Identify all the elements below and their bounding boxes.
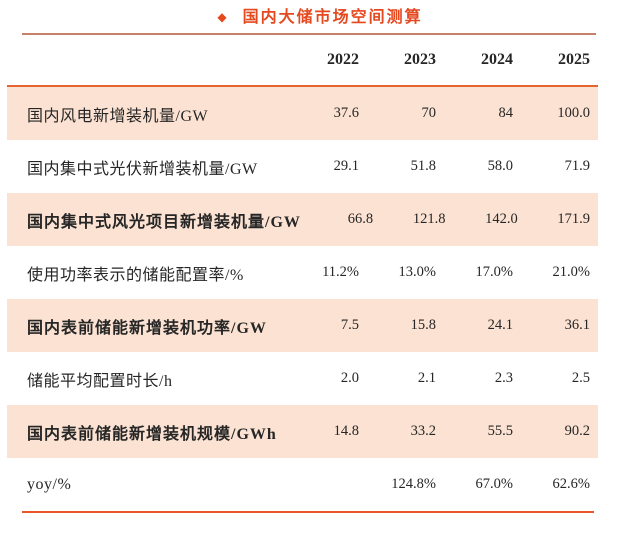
value-cell: 37.6 bbox=[333, 105, 359, 121]
value-cell: 11.2% bbox=[322, 264, 359, 280]
title-underline bbox=[22, 33, 596, 35]
value-cell: 2.0 bbox=[340, 370, 359, 386]
table-body: 国内风电新增装机量/GW 37.6 70 84 100.0 国内集中式光伏新增装机量/GW… bbox=[7, 87, 598, 511]
value-cell: 142.0 bbox=[485, 211, 518, 227]
year-column-header: 2024 bbox=[481, 51, 513, 68]
value-cell: 100.0 bbox=[557, 105, 590, 121]
value-cell: 2.5 bbox=[571, 370, 590, 386]
value-cell: 70 bbox=[421, 105, 437, 121]
value-cell: 124.8% bbox=[391, 476, 436, 492]
value-cell: 121.8 bbox=[412, 211, 446, 227]
table-row: 国内集中式光伏新增装机量/GW 29.1 51.8 58.0 71.9 bbox=[7, 140, 598, 193]
data-table: 2022 2023 2024 2025 国内风电新增装机量/GW 37.6 70 84 100… bbox=[7, 35, 598, 513]
row-label: 国内风电新增装机量/GW bbox=[27, 107, 209, 125]
value-cell: 17.0% bbox=[475, 264, 513, 280]
value-cell: 2.3 bbox=[494, 370, 513, 386]
value-cell: 71.9 bbox=[564, 158, 590, 174]
year-column-header: 2025 bbox=[558, 51, 590, 68]
value-cell: 7.5 bbox=[340, 317, 359, 333]
table-top-rule bbox=[7, 85, 598, 87]
value-cell: 58.0 bbox=[487, 158, 513, 174]
value-cell: 13.0% bbox=[398, 264, 436, 280]
value-cell: 62.6% bbox=[552, 476, 590, 492]
table-row: yoy/% 124.8% 67.0% 62.6% bbox=[7, 458, 598, 511]
value-cell: 15.8 bbox=[410, 317, 436, 333]
value-cell: 21.0% bbox=[552, 264, 590, 280]
value-cell: 67.0% bbox=[475, 476, 513, 492]
value-cell: 84 bbox=[498, 105, 514, 121]
value-cell: 171.9 bbox=[557, 211, 590, 227]
table-row: 国内表前储能新增装机规模/GWh 14.8 33.2 55.5 90.2 bbox=[7, 405, 598, 458]
year-column-header: 2022 bbox=[327, 51, 359, 68]
value-cell: 29.1 bbox=[333, 158, 359, 174]
value-cell: 66.8 bbox=[347, 211, 374, 227]
table-bottom-rule bbox=[22, 511, 594, 513]
value-cell: 90.2 bbox=[564, 423, 590, 439]
figure-title-bar: ◆ 国内大储市场空间测算 bbox=[0, 0, 640, 27]
value-cell: 2.1 bbox=[417, 370, 436, 386]
figure-title: 国内大储市场空间测算 bbox=[242, 9, 423, 26]
value-cell: 24.1 bbox=[487, 317, 513, 333]
value-cell: 33.2 bbox=[410, 423, 436, 439]
row-label: 使用功率表示的储能配置率/% bbox=[27, 266, 244, 284]
row-label: yoy/% bbox=[27, 475, 72, 493]
table-row: 国内表前储能新增装机功率/GW 7.5 15.8 24.1 36.1 bbox=[7, 299, 598, 352]
row-label: 国内集中式光伏新增装机量/GW bbox=[27, 160, 258, 178]
table-header-row: 2022 2023 2024 2025 bbox=[7, 35, 598, 85]
table-row: 国内集中式风光项目新增装机量/GW 66.8 121.8 142.0 171.9 bbox=[7, 193, 598, 246]
table-row: 使用功率表示的储能配置率/% 11.2% 13.0% 17.0% 21.0% bbox=[7, 246, 598, 299]
table-row: 国内风电新增装机量/GW 37.6 70 84 100.0 bbox=[7, 87, 598, 140]
diamond-icon: ◆ bbox=[217, 10, 227, 24]
value-cell: 55.5 bbox=[487, 423, 513, 439]
row-label: 国内表前储能新增装机功率/GW bbox=[27, 319, 267, 337]
row-label: 储能平均配置时长/h bbox=[27, 372, 173, 390]
row-label: 国内集中式风光项目新增装机量/GW bbox=[27, 213, 301, 231]
value-cell: 36.1 bbox=[564, 317, 590, 333]
value-cell: 14.8 bbox=[333, 423, 359, 439]
value-cell: 51.8 bbox=[410, 158, 436, 174]
table-row: 储能平均配置时长/h 2.0 2.1 2.3 2.5 bbox=[7, 352, 598, 405]
year-column-header: 2023 bbox=[404, 51, 436, 68]
row-label: 国内表前储能新增装机规模/GWh bbox=[27, 425, 277, 443]
